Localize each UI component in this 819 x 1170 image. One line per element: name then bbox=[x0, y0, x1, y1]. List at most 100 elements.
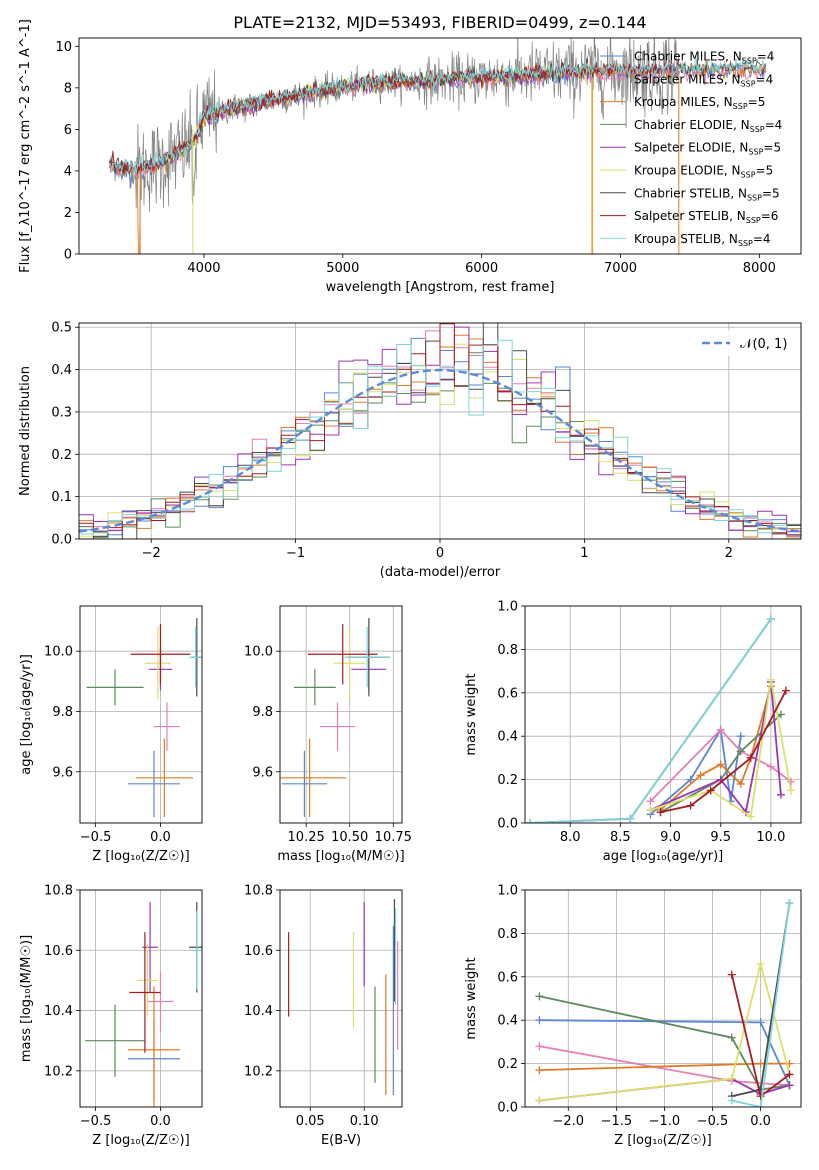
y-tick-label: 0.3 bbox=[51, 405, 72, 420]
legend-count: =4 bbox=[756, 72, 774, 86]
weight-marker bbox=[776, 790, 785, 799]
legend-count: =4 bbox=[753, 232, 771, 246]
x-tick-label: 0.10 bbox=[350, 1114, 379, 1129]
weight-marker bbox=[756, 1059, 765, 1068]
x-tick-label: 4000 bbox=[187, 261, 220, 276]
Z-mass-plot-area bbox=[80, 890, 202, 1107]
legend-count: =5 bbox=[756, 164, 774, 178]
weight-marker bbox=[746, 812, 755, 821]
x-tick-label: 10.50 bbox=[331, 830, 368, 845]
weight-marker bbox=[535, 1042, 544, 1051]
weight-marker bbox=[706, 786, 715, 795]
weight-marker bbox=[776, 710, 785, 719]
x-tick-label: 8.5 bbox=[610, 830, 631, 845]
y-tick-label: 0.5 bbox=[51, 321, 72, 336]
y-tick-label: 10.0 bbox=[244, 645, 273, 660]
legend-entry: Kroupa ELODIE, NSSP=5 bbox=[634, 164, 773, 180]
legend-entry: Kroupa MILES, NSSP=5 bbox=[634, 95, 765, 111]
y-tick-label: 10.6 bbox=[44, 944, 73, 959]
legend-subscript: SSP bbox=[742, 57, 757, 66]
weight-marker bbox=[756, 1103, 765, 1107]
y-axis-label: Normed distribution bbox=[18, 366, 33, 496]
weight-marker bbox=[727, 1033, 736, 1042]
legend-entry: 𝒩(0, 1) bbox=[740, 337, 787, 352]
weight-marker bbox=[756, 959, 765, 968]
x-tick-label: 2 bbox=[725, 546, 733, 561]
x-tick-label: 8000 bbox=[743, 261, 776, 276]
weight-marker bbox=[535, 1096, 544, 1105]
residuals-plot-area bbox=[79, 323, 801, 539]
weight-marker bbox=[535, 1016, 544, 1025]
y-tick-label: 0.4 bbox=[497, 1014, 518, 1029]
y-tick-label: 0.4 bbox=[51, 363, 72, 378]
axes-frame bbox=[524, 605, 802, 824]
x-tick-label: 9.0 bbox=[660, 830, 681, 845]
axes-frame bbox=[524, 889, 802, 1108]
y-tick-label: 0.2 bbox=[497, 1057, 518, 1072]
y-tick-label: 0 bbox=[64, 248, 72, 263]
weight-marker bbox=[526, 819, 535, 823]
observed-spectrum bbox=[109, 38, 680, 212]
y-tick-label: 0.8 bbox=[497, 927, 518, 942]
y-tick-label: 9.8 bbox=[252, 705, 273, 720]
weight-marker bbox=[786, 777, 795, 786]
y-tick-label: 10.4 bbox=[244, 1004, 273, 1019]
y-tick-label: 1.0 bbox=[497, 884, 518, 899]
mass-age-plot-area bbox=[280, 606, 402, 823]
Z-mass-panel: −0.5 0.0 10.2 10.4 10.6 10.8 Z [log₁₀(Z/Z☉)] ma… bbox=[19, 884, 203, 1148]
axes-frame bbox=[78, 37, 802, 255]
weight-line bbox=[539, 963, 791, 1102]
legend-subscript: SSP bbox=[748, 148, 763, 157]
y-tick-label: 2 bbox=[64, 206, 72, 221]
y-tick-label: 6 bbox=[64, 123, 72, 138]
legend-count: =5 bbox=[762, 186, 780, 200]
y-tick-label: 0.8 bbox=[497, 643, 518, 658]
weight-marker bbox=[535, 992, 544, 1001]
y-axis-label: age [log₁₀(age/yr)] bbox=[19, 654, 34, 775]
x-axis-label: Z [log₁₀(Z/Z☉)] bbox=[92, 1133, 189, 1148]
axes-frame bbox=[279, 889, 403, 1108]
mass-age-panel: 10.25 10.50 10.75 9.6 9.8 10.0 mass [log₁₀(M/M… bbox=[244, 605, 412, 864]
weight-marker bbox=[656, 808, 665, 817]
y-tick-label: 0.6 bbox=[497, 970, 518, 985]
y-tick-label: 10.8 bbox=[44, 884, 73, 899]
axes-frame bbox=[79, 889, 203, 1108]
x-tick-label: −1 bbox=[286, 546, 305, 561]
legend-count: =5 bbox=[748, 95, 766, 109]
x-tick-label: −2 bbox=[142, 546, 161, 561]
weight-marker bbox=[716, 760, 725, 769]
axes-frame bbox=[78, 322, 802, 540]
x-tick-label: 7000 bbox=[604, 261, 637, 276]
y-tick-label: 10.0 bbox=[44, 645, 73, 660]
y-tick-label: 9.6 bbox=[52, 765, 73, 780]
weight-marker bbox=[766, 762, 775, 771]
y-tick-label: 8 bbox=[64, 81, 72, 96]
x-axis-label: age [log₁₀(age/yr)] bbox=[603, 849, 724, 864]
y-tick-label: 10.4 bbox=[44, 1004, 73, 1019]
weight-marker bbox=[756, 1018, 765, 1027]
y-tick-label: 1.0 bbox=[497, 600, 518, 615]
x-axis-label: Z [log₁₀(Z/Z☉)] bbox=[92, 849, 189, 864]
x-tick-label: −0.5 bbox=[697, 1114, 729, 1129]
figure-title: PLATE=2132, MJD=53493, FIBERID=0499, z=0… bbox=[233, 13, 646, 32]
x-tick-label: 0.05 bbox=[296, 1114, 325, 1129]
legend-subscript: SSP bbox=[738, 239, 753, 248]
y-tick-label: 9.6 bbox=[252, 765, 273, 780]
legend-subscript: SSP bbox=[741, 79, 756, 88]
x-tick-label: −0.5 bbox=[80, 830, 112, 845]
legend-entry: Salpeter ELODIE, NSSP=5 bbox=[634, 141, 781, 157]
normal-curve bbox=[79, 368, 801, 533]
legend-entry: Kroupa STELIB, NSSP=4 bbox=[634, 232, 771, 248]
Z-age-plot-area bbox=[80, 606, 202, 823]
legend-count: =5 bbox=[763, 141, 781, 155]
y-tick-label: 0.2 bbox=[51, 448, 72, 463]
legend-count: =4 bbox=[765, 118, 783, 132]
Z-age-panel: −0.5 0.0 9.6 9.8 10.0 Z [log₁₀(Z/Z☉)] age [log… bbox=[19, 605, 203, 864]
legend-subscript: SSP bbox=[747, 193, 762, 202]
weight-line bbox=[731, 902, 791, 1107]
x-tick-label: 10.0 bbox=[756, 830, 785, 845]
y-tick-label: 0.0 bbox=[51, 533, 72, 548]
x-tick-label: 5000 bbox=[326, 261, 359, 276]
y-tick-label: 0.1 bbox=[51, 490, 72, 505]
